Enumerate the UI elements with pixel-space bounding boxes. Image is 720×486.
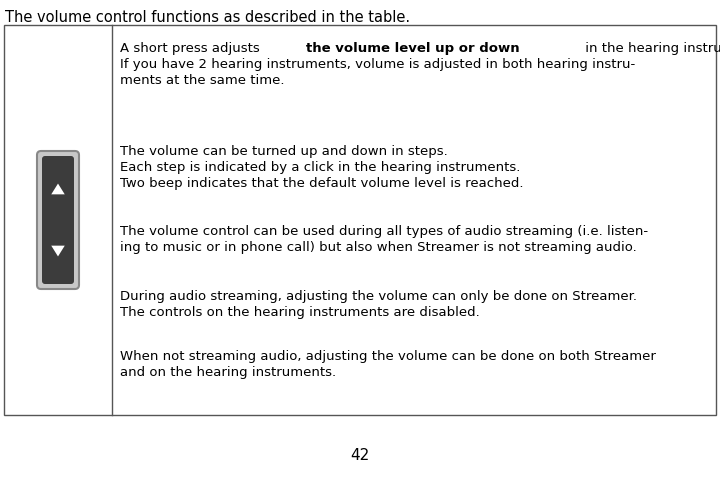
FancyBboxPatch shape — [42, 156, 74, 284]
Text: the volume level up or down: the volume level up or down — [306, 42, 519, 55]
Text: in the hearing instruments.: in the hearing instruments. — [582, 42, 720, 55]
Text: The volume control functions as described in the table.: The volume control functions as describe… — [5, 10, 410, 25]
Text: A short press adjusts: A short press adjusts — [120, 42, 264, 55]
Text: The volume can be turned up and down in steps.: The volume can be turned up and down in … — [120, 145, 448, 158]
Text: ments at the same time.: ments at the same time. — [120, 74, 284, 87]
Text: When not streaming audio, adjusting the volume can be done on both Streamer: When not streaming audio, adjusting the … — [120, 350, 656, 363]
Text: and on the hearing instruments.: and on the hearing instruments. — [120, 366, 336, 379]
Polygon shape — [51, 245, 65, 257]
Text: If you have 2 hearing instruments, volume is adjusted in both hearing instru-: If you have 2 hearing instruments, volum… — [120, 58, 635, 71]
Text: Each step is indicated by a click in the hearing instruments.: Each step is indicated by a click in the… — [120, 161, 521, 174]
Text: Two beep indicates that the default volume level is reached.: Two beep indicates that the default volu… — [120, 177, 523, 190]
Text: During audio streaming, adjusting the volume can only be done on Streamer.: During audio streaming, adjusting the vo… — [120, 290, 637, 303]
Polygon shape — [51, 184, 65, 194]
Text: The controls on the hearing instruments are disabled.: The controls on the hearing instruments … — [120, 306, 480, 319]
Text: 42: 42 — [351, 448, 369, 463]
FancyBboxPatch shape — [37, 151, 79, 289]
Bar — [4, 25, 716, 415]
Text: The volume control can be used during all types of audio streaming (i.e. listen-: The volume control can be used during al… — [120, 225, 648, 238]
Text: ing to music or in phone call) but also when Streamer is not streaming audio.: ing to music or in phone call) but also … — [120, 241, 636, 254]
